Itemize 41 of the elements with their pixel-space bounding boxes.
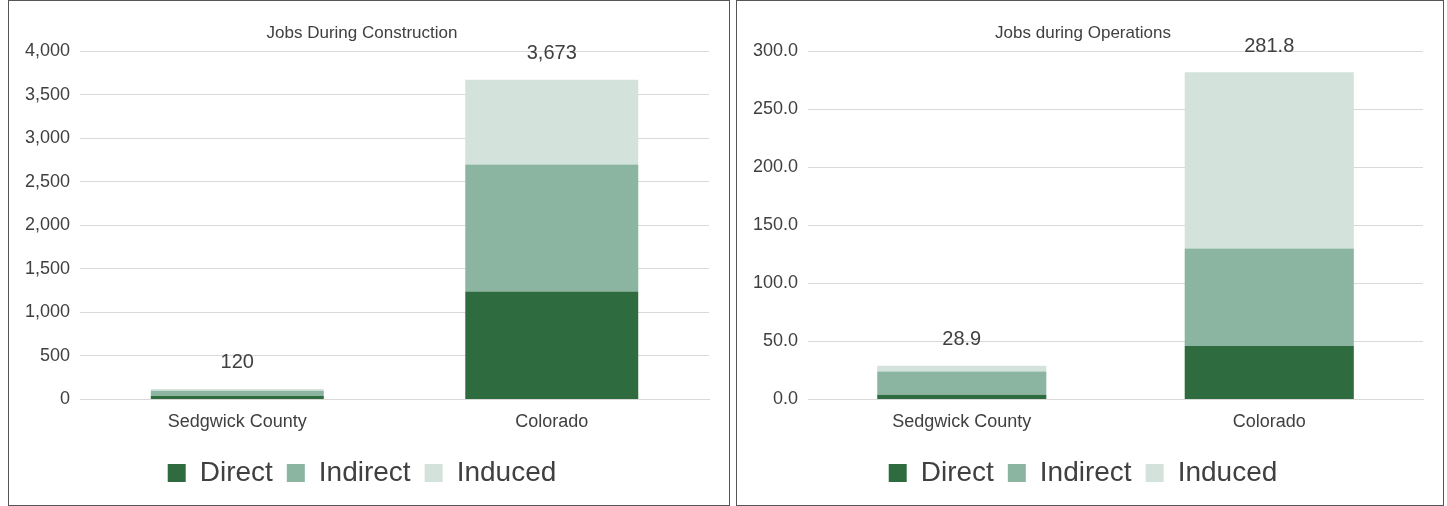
bar (150, 390, 324, 396)
y-tick-label: 300.0 (753, 40, 799, 61)
y-tick-label: 2,000 (25, 214, 71, 235)
y-tick-label: 150.0 (753, 214, 799, 235)
bar (150, 395, 324, 399)
bar (877, 371, 1047, 395)
total-label: 3,673 (526, 41, 577, 64)
legend-label: Indirect (1039, 455, 1132, 487)
x-tick-label: Sedgwick County (892, 411, 1032, 432)
legend-label: Direct (920, 455, 995, 487)
legend-label: Induced (1177, 455, 1278, 487)
bar (465, 291, 639, 399)
y-tick-label: 500 (40, 344, 71, 365)
x-tick-label: Colorado (515, 411, 589, 432)
x-tick-label: Sedgwick County (167, 411, 307, 432)
y-tick-label: 1,500 (25, 257, 71, 278)
legend-label: Direct (199, 455, 274, 487)
total-label: 281.8 (1244, 33, 1295, 56)
y-tick-label: 50.0 (763, 330, 799, 351)
legend-label: Indirect (318, 455, 411, 487)
y-tick-label: 3,500 (25, 83, 71, 104)
legend-label: Induced (456, 455, 557, 487)
bar (465, 164, 639, 292)
bar (877, 394, 1047, 399)
bar (1184, 346, 1354, 399)
y-tick-label: 4,000 (25, 40, 71, 61)
x-tick-label: Colorado (1232, 411, 1306, 432)
y-tick-label: 0 (60, 388, 71, 409)
y-tick-label: 2,500 (25, 170, 71, 191)
y-tick-label: 100.0 (753, 272, 799, 293)
bar (877, 365, 1047, 372)
total-label: 120 (220, 350, 254, 373)
total-label: 28.9 (942, 327, 982, 350)
y-tick-label: 3,000 (25, 127, 71, 148)
bar (1184, 248, 1354, 347)
y-tick-label: 250.0 (753, 98, 799, 119)
y-tick-label: 1,000 (25, 301, 71, 322)
y-tick-label: 0.0 (773, 388, 799, 409)
y-tick-label: 200.0 (753, 156, 799, 177)
chart-title: Jobs During Construction (266, 22, 458, 42)
chart-title: Jobs during Operations (995, 22, 1171, 42)
